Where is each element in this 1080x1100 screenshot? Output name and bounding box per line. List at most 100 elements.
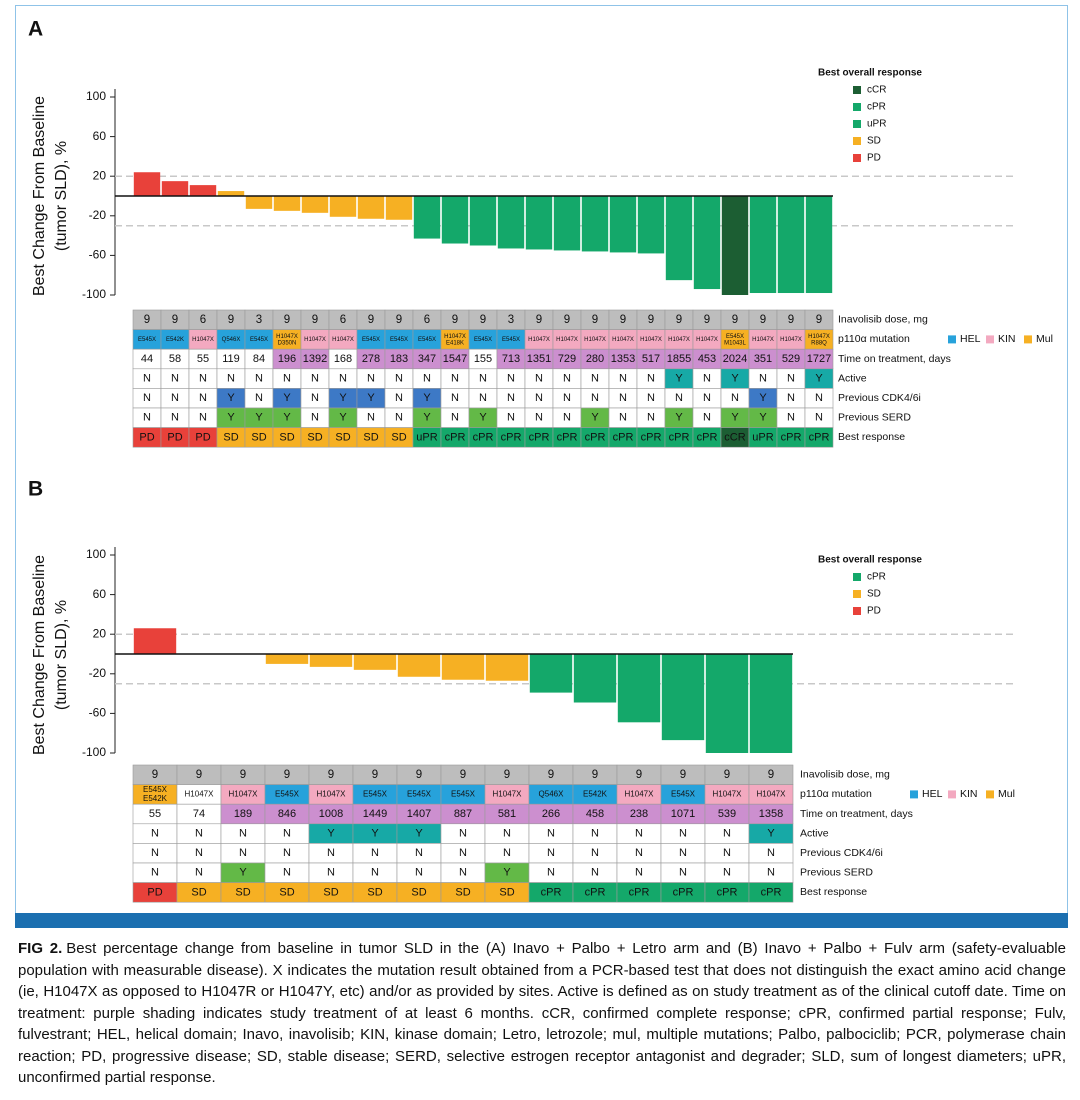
cell-text: 2024 bbox=[723, 353, 747, 365]
cell-text: 1351 bbox=[527, 353, 551, 365]
mutation-legend-swatch bbox=[910, 790, 918, 799]
cell-text: Y bbox=[339, 392, 347, 404]
cell-text: N bbox=[547, 867, 555, 879]
cell-text: H1047X bbox=[752, 337, 774, 343]
cell-text: SD bbox=[499, 886, 514, 898]
cell-text: 74 bbox=[193, 808, 205, 820]
cell-text: N bbox=[283, 847, 291, 859]
bar bbox=[665, 196, 693, 281]
cell-text: 9 bbox=[760, 314, 766, 326]
cell-text: H1047X bbox=[780, 337, 802, 343]
bar bbox=[441, 196, 469, 244]
legend-label: cPR bbox=[867, 102, 886, 113]
cell-text: 9 bbox=[312, 314, 318, 326]
cell-text: cPR bbox=[585, 431, 606, 443]
cell-text: N bbox=[723, 867, 731, 879]
cell-text: SD bbox=[367, 886, 382, 898]
cell-text: N bbox=[507, 392, 515, 404]
bar bbox=[705, 654, 749, 753]
cell-text: N bbox=[199, 373, 207, 385]
y-tick-label: -20 bbox=[89, 208, 107, 222]
bar bbox=[161, 181, 189, 196]
cell-text: 9 bbox=[636, 769, 642, 781]
cell-text: H1047X bbox=[556, 337, 578, 343]
cell-text: Y bbox=[415, 828, 423, 840]
cell-text: 351 bbox=[754, 353, 772, 365]
cell-text: E545X bbox=[250, 337, 268, 343]
cell-text: 9 bbox=[228, 314, 234, 326]
cell-text: Y bbox=[815, 373, 823, 385]
legend-label: cPR bbox=[867, 572, 886, 583]
bar bbox=[245, 196, 273, 209]
cell-text: 266 bbox=[542, 808, 560, 820]
bar bbox=[497, 196, 525, 249]
cell-text: N bbox=[503, 828, 511, 840]
mutation-legend-label: Mul bbox=[998, 788, 1015, 800]
cell-line: D350N bbox=[278, 340, 297, 346]
y-axis-title: Best Change From Baseline bbox=[31, 555, 48, 755]
cell-text: 1392 bbox=[303, 353, 327, 365]
y-tick-label: 100 bbox=[86, 547, 106, 561]
cell-text: 1547 bbox=[443, 353, 467, 365]
cell-text: Y bbox=[759, 412, 767, 424]
mutation-legend-label: KIN bbox=[960, 788, 978, 800]
cell-text: N bbox=[239, 828, 247, 840]
cell-line: H1047X bbox=[276, 334, 298, 340]
cell-text: E545X bbox=[474, 337, 492, 343]
cell-text: 713 bbox=[502, 353, 520, 365]
cell-text: E545X bbox=[451, 790, 476, 799]
bar bbox=[353, 654, 397, 670]
cell-text: 1008 bbox=[319, 808, 343, 820]
bar bbox=[217, 191, 245, 196]
cell-text: 529 bbox=[782, 353, 800, 365]
cell-text: H1047X bbox=[185, 790, 215, 799]
cell-text: N bbox=[199, 392, 207, 404]
bar bbox=[485, 654, 529, 681]
bar bbox=[721, 196, 749, 295]
y-axis-title: Best Change From Baseline bbox=[31, 96, 48, 296]
frame-bar bbox=[15, 913, 1068, 928]
cell-text: N bbox=[635, 828, 643, 840]
cell-text: N bbox=[619, 392, 627, 404]
cell-text: N bbox=[171, 373, 179, 385]
cell-text: N bbox=[395, 373, 403, 385]
cell-text: E545X bbox=[671, 790, 696, 799]
cell-text: SD bbox=[235, 886, 250, 898]
mutation-legend-label: KIN bbox=[998, 333, 1016, 345]
cell-text: N bbox=[647, 412, 655, 424]
cell-text: 9 bbox=[172, 314, 178, 326]
cell-text: 3 bbox=[508, 314, 514, 326]
cell-text: Y bbox=[283, 392, 291, 404]
cell-text: N bbox=[283, 373, 291, 385]
y-tick-label: 20 bbox=[93, 168, 107, 182]
cell-text: cPR bbox=[613, 431, 634, 443]
cell-text: N bbox=[143, 392, 151, 404]
cell-text: Y bbox=[239, 867, 247, 879]
cell-text: cPR bbox=[541, 886, 562, 898]
cell-text: H1047X bbox=[640, 337, 662, 343]
cell-text: 9 bbox=[564, 314, 570, 326]
cell-text: N bbox=[479, 392, 487, 404]
cell-text: 9 bbox=[724, 769, 730, 781]
cell-text: N bbox=[591, 867, 599, 879]
cell-text: cPR bbox=[669, 431, 690, 443]
cell-text: cPR bbox=[761, 886, 782, 898]
cell-text: N bbox=[255, 373, 263, 385]
cell-text: 9 bbox=[620, 314, 626, 326]
mutation-legend-label: HEL bbox=[922, 788, 943, 800]
cell-text: 517 bbox=[642, 353, 660, 365]
row-label: Previous CDK4/6i bbox=[838, 392, 921, 404]
cell-text: H1047X E418K bbox=[444, 334, 466, 347]
cell-text: N bbox=[143, 412, 151, 424]
cell-text: 9 bbox=[648, 314, 654, 326]
cell-text: E545X bbox=[418, 337, 436, 343]
bar bbox=[529, 654, 573, 693]
cell-text: Y bbox=[675, 373, 683, 385]
y-tick-label: -60 bbox=[89, 248, 107, 262]
cell-text: 9 bbox=[460, 769, 466, 781]
cell-text: N bbox=[723, 828, 731, 840]
figure: A Best Change From Baseline (tumor SLD), %… bbox=[15, 5, 1068, 928]
cell-line: R88Q bbox=[811, 340, 827, 346]
cell-text: H1047X bbox=[612, 337, 634, 343]
cell-text: 1727 bbox=[807, 353, 831, 365]
